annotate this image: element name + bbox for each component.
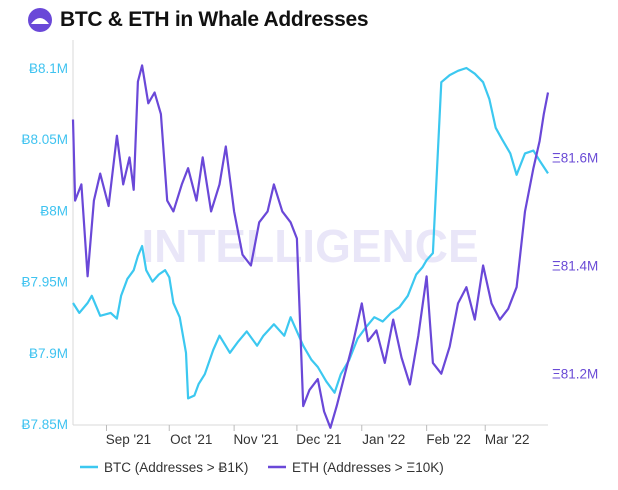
intotheblock-logo-icon [28, 8, 52, 32]
left-tick-label: Ƀ7.95M [21, 275, 68, 290]
left-tick-label: Ƀ7.85M [21, 417, 68, 432]
btc-series-line [72, 66, 549, 400]
legend-label-btc: BTC (Addresses > Ƀ1K) [104, 460, 248, 475]
x-tick-label: Jan '22 [362, 432, 405, 447]
watermark: INTELLIGENCE [141, 220, 478, 272]
right-tick-label: Ξ81.6M [552, 150, 598, 165]
x-tick-label: Oct '21 [170, 432, 212, 447]
right-tick-label: Ξ81.2M [552, 367, 598, 382]
x-axis: Sep '21 Oct '21 Nov '21 Dec '21 Jan '22 Feb '… [106, 425, 530, 447]
x-tick-label: Nov '21 [233, 432, 278, 447]
eth-series-line [71, 64, 550, 429]
chart-title: BTC & ETH in Whale Addresses [60, 8, 369, 31]
legend-label-eth: ETH (Addresses > Ξ10K) [292, 460, 444, 475]
left-tick-label: Ƀ8M [40, 203, 68, 218]
chart-header: BTC & ETH in Whale Addresses [28, 5, 369, 35]
left-tick-label: Ƀ8.1M [29, 61, 68, 76]
right-y-axis: Ξ81.2M Ξ81.4M Ξ81.6M [552, 150, 598, 381]
x-tick-label: Sep '21 [106, 432, 151, 447]
left-tick-label: Ƀ8.05M [21, 132, 68, 147]
left-y-axis: Ƀ7.85M Ƀ7.9M Ƀ7.95M Ƀ8M Ƀ8.05M Ƀ8.1M [21, 61, 68, 432]
x-tick-label: Dec '21 [296, 432, 341, 447]
x-tick-label: Mar '22 [485, 432, 530, 447]
legend: BTC (Addresses > Ƀ1K) ETH (Addresses > Ξ1… [80, 460, 444, 475]
right-tick-label: Ξ81.4M [552, 259, 598, 274]
left-tick-label: Ƀ7.9M [29, 346, 68, 361]
x-tick-label: Feb '22 [426, 432, 471, 447]
